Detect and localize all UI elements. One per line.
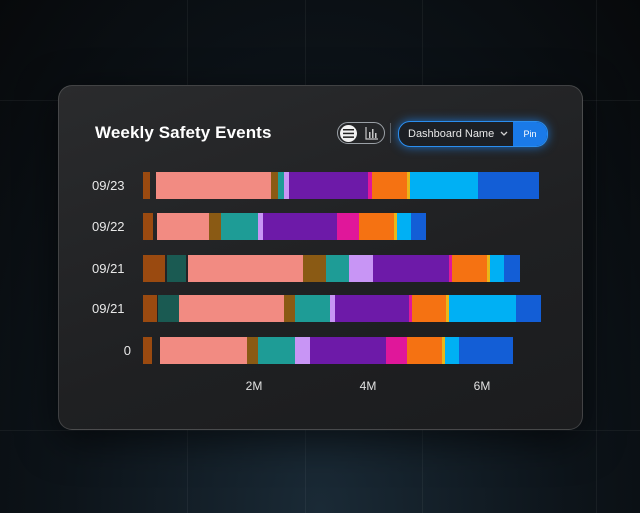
row-label: 09/22 [92, 219, 125, 234]
bar-segment[interactable] [334, 295, 410, 322]
bar-segment[interactable] [155, 172, 271, 199]
bar-segment[interactable] [303, 255, 326, 282]
bar-segment[interactable] [288, 172, 368, 199]
bar-segment[interactable] [179, 295, 284, 322]
bar-segment[interactable] [410, 172, 479, 199]
bar-segment[interactable] [283, 295, 295, 322]
bar-segment[interactable] [270, 172, 278, 199]
bar-segment[interactable] [373, 255, 450, 282]
bar-row [143, 295, 563, 322]
bar-segment[interactable] [503, 255, 520, 282]
bar-segment[interactable] [220, 213, 258, 240]
bar-segment[interactable] [337, 213, 360, 240]
bar-segment[interactable] [441, 337, 445, 364]
bar-segment[interactable] [458, 337, 513, 364]
bar-row [143, 255, 563, 282]
bar-segment[interactable] [349, 255, 374, 282]
dashboard-picker: Dashboard Name Pin [398, 121, 548, 147]
bar-segment[interactable] [397, 213, 412, 240]
bar-segment[interactable] [310, 337, 386, 364]
bar-segment[interactable] [143, 172, 150, 199]
pin-button[interactable]: Pin [513, 122, 547, 146]
bar-segment[interactable] [257, 213, 264, 240]
bar-row [143, 172, 563, 199]
bar-segment[interactable] [258, 337, 295, 364]
bar-segment[interactable] [325, 255, 350, 282]
dashboard-select[interactable]: Dashboard Name [399, 122, 513, 146]
row-label: 09/21 [92, 261, 125, 276]
row-label: 09/21 [92, 301, 125, 316]
bar-segment[interactable] [158, 295, 180, 322]
bar-segment[interactable] [247, 337, 259, 364]
bar-segment[interactable] [277, 172, 285, 199]
chevron-down-icon [500, 131, 508, 136]
bar-segment[interactable] [143, 337, 153, 364]
bar-segment[interactable] [478, 172, 540, 199]
bar-chart-icon[interactable] [365, 126, 379, 140]
bar-segment[interactable] [159, 337, 248, 364]
bar-segment[interactable] [385, 337, 407, 364]
bar-segment[interactable] [143, 213, 153, 240]
bar-segment[interactable] [407, 172, 411, 199]
grid-line [0, 430, 640, 431]
bar-row [143, 337, 563, 364]
bar-segment[interactable] [394, 213, 398, 240]
bar-row [143, 213, 563, 240]
row-label: 09/23 [92, 178, 125, 193]
toolbar-divider [390, 123, 391, 143]
bar-segment[interactable] [412, 295, 446, 322]
card-title: Weekly Safety Events [95, 123, 272, 142]
dashboard-select-value: Dashboard Name [408, 128, 495, 140]
bar-segment[interactable] [284, 172, 289, 199]
bar-segment[interactable] [445, 295, 449, 322]
bar-segment[interactable] [188, 255, 304, 282]
bar-segment[interactable] [490, 255, 504, 282]
bar-segment[interactable] [448, 295, 517, 322]
x-tick-label: 6M [473, 379, 491, 393]
bar-segment[interactable] [329, 295, 335, 322]
x-tick-label: 2M [245, 379, 263, 393]
bar-segment[interactable] [372, 172, 408, 199]
chart-card: Weekly Safety Events Dashboard Name [58, 85, 583, 430]
bar-segment[interactable] [263, 213, 338, 240]
x-tick-label: 4M [359, 379, 377, 393]
bar-segment[interactable] [516, 295, 541, 322]
grid-line [596, 0, 597, 513]
list-icon[interactable] [340, 125, 357, 142]
bar-segment[interactable] [294, 295, 330, 322]
bar-segment[interactable] [367, 172, 373, 199]
bar-segment[interactable] [444, 337, 459, 364]
bar-segment[interactable] [359, 213, 395, 240]
bar-segment[interactable] [451, 255, 488, 282]
bar-segment[interactable] [411, 213, 426, 240]
bar-segment[interactable] [209, 213, 221, 240]
bar-segment[interactable] [406, 337, 442, 364]
bar-segment[interactable] [156, 213, 210, 240]
bar-segment[interactable] [487, 255, 491, 282]
bar-segment[interactable] [449, 255, 452, 282]
bar-segment[interactable] [143, 295, 157, 322]
view-toggle[interactable] [337, 122, 385, 144]
bar-segment[interactable] [166, 255, 187, 282]
bar-segment[interactable] [294, 337, 310, 364]
bar-segment[interactable] [409, 295, 413, 322]
bar-segment[interactable] [143, 255, 166, 282]
row-label: 0 [123, 343, 131, 358]
